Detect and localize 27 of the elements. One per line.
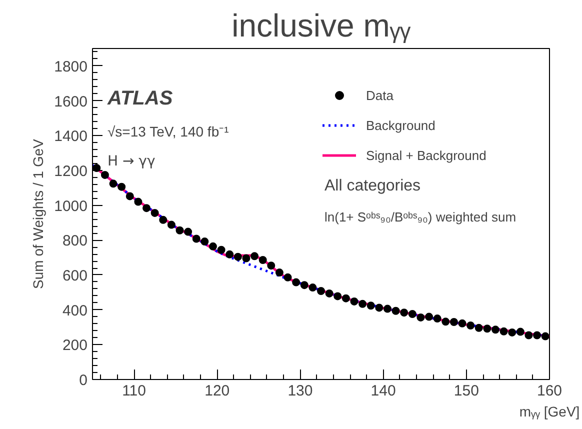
chart-title: inclusive mᵧᵧ <box>232 8 412 44</box>
y-tick-label: 0 <box>79 372 88 389</box>
y-tick-label: 1000 <box>54 198 88 215</box>
y-tick-label: 400 <box>62 302 88 320</box>
y-tick-label: 200 <box>62 337 88 354</box>
y-tick-label: 1600 <box>54 93 88 110</box>
x-tick-label: 160 <box>536 382 562 400</box>
x-tick-label: 150 <box>454 382 479 400</box>
y-tick-label: 1800 <box>54 58 88 76</box>
x-tick-label: 130 <box>288 382 313 400</box>
legend-label: Signal + Background <box>366 146 486 165</box>
x-tick-label: 140 <box>370 382 396 400</box>
y-tick-label: 800 <box>62 232 88 250</box>
y-axis-title: Sum of Weights / 1 GeV <box>30 138 46 289</box>
x-tick-label: 110 <box>122 382 146 400</box>
annotation: ATLAS <box>106 88 174 110</box>
legend-label: Background <box>366 116 436 135</box>
annotation: √s=13 TeV, 140 fb⁻¹ <box>108 124 230 140</box>
annotation: H → γγ <box>108 154 156 170</box>
y-tick-label: 1400 <box>54 128 88 146</box>
x-tick-label: 120 <box>204 382 230 400</box>
x-axis-title: mᵧᵧ [GeV] <box>519 404 580 420</box>
y-tick-label: 600 <box>62 267 88 284</box>
legend-label: Data <box>366 86 394 104</box>
annotation: ln(1+ Sᵒᵇˢ₉₀/Bᵒᵇˢ₉₀) weighted sum <box>324 210 516 224</box>
annotation: All categories <box>324 178 421 194</box>
y-tick-label: 1200 <box>54 162 88 180</box>
